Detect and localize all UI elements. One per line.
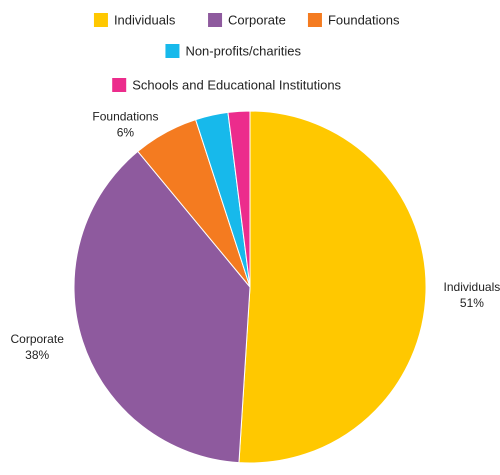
slice-label-value: 51% — [460, 296, 484, 310]
legend-item-non-profits-charities: Non-profits/charities — [165, 44, 302, 59]
slice-label-name: Foundations — [92, 109, 158, 123]
slice-label-value: 38% — [25, 348, 49, 362]
legend-label: Individuals — [114, 13, 176, 28]
legend-swatch — [93, 13, 108, 27]
legend-swatch — [307, 13, 322, 27]
slice-label-foundations: Foundations 6% — [92, 109, 158, 139]
slice-labels: Individuals 51% Corporate 38% Foundations 6% — [11, 109, 500, 362]
legend-item-individuals: Individuals — [93, 13, 176, 28]
pie-slice-corporate — [73, 150, 251, 464]
legend-label: Corporate — [228, 13, 286, 28]
legend-label: Foundations — [328, 13, 400, 28]
pie-slice-schools-and-educational-institutions — [227, 110, 251, 288]
chart-legend: Individuals Corporate Foundations Non-profi… — [93, 13, 400, 93]
pie-slices — [73, 110, 427, 464]
legend-item-foundations: Foundations — [307, 13, 400, 28]
legend-item-schools-and-educational-institutions: Schools and Educational Institutions — [112, 78, 342, 93]
slice-label-value: 6% — [117, 125, 135, 139]
legend-swatch — [208, 13, 223, 27]
slice-label-name: Individuals — [444, 280, 500, 294]
legend-label: Non-profits/charities — [185, 44, 301, 59]
legend-swatch — [112, 78, 127, 92]
legend-item-corporate: Corporate — [208, 13, 286, 28]
legend-label: Schools and Educational Institutions — [132, 78, 341, 93]
legend-swatch — [165, 44, 180, 58]
slice-label-name: Corporate — [11, 332, 65, 346]
slice-label-individuals: Individuals 51% — [444, 280, 500, 310]
slice-label-corporate: Corporate 38% — [11, 332, 65, 362]
pie-slice-individuals — [238, 110, 427, 464]
